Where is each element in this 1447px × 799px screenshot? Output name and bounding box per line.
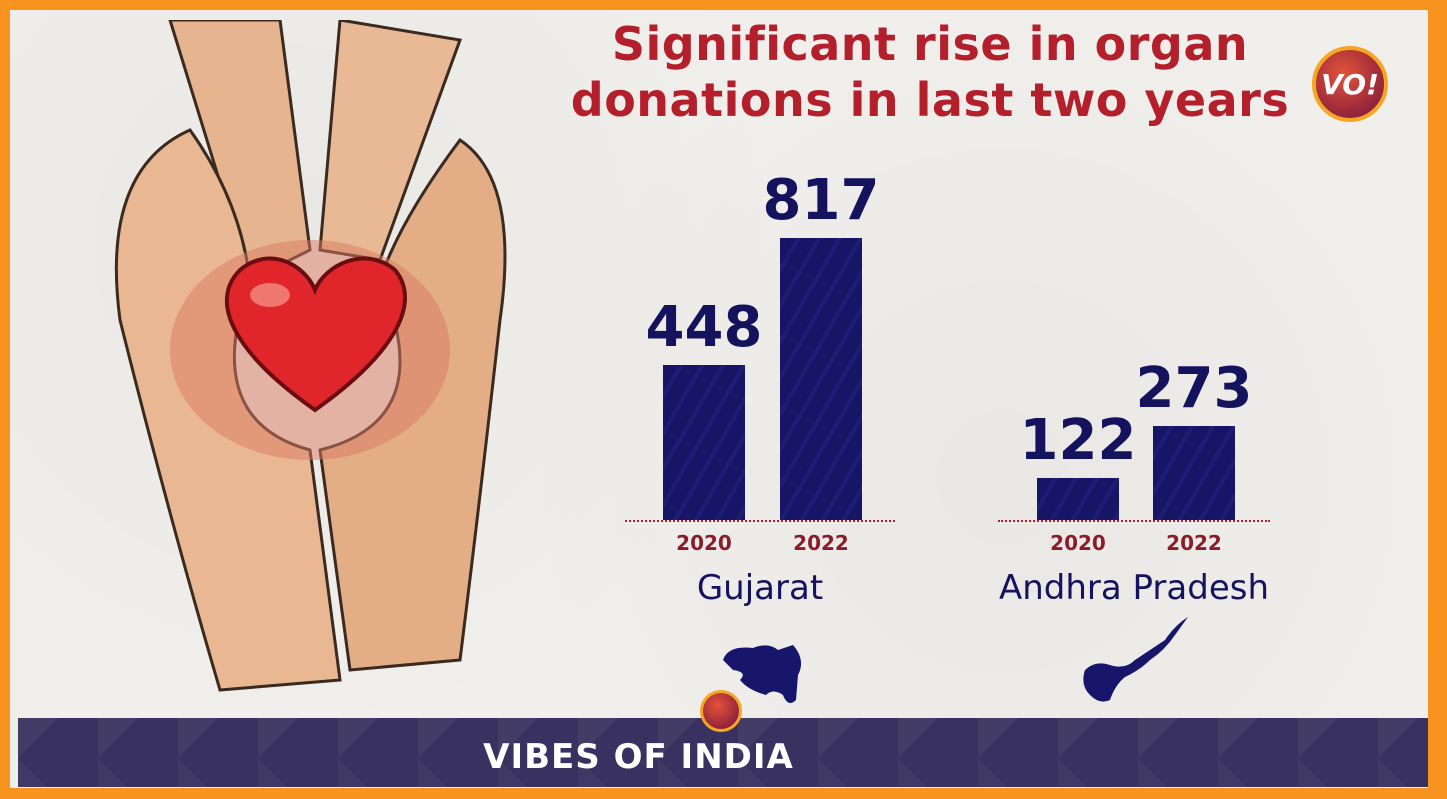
andhra-pradesh-value-label-2020: 122 xyxy=(1019,407,1137,473)
andhra-pradesh-year-label-2022: 2022 xyxy=(1166,531,1222,555)
andhra-pradesh-baseline xyxy=(998,520,1270,522)
andhra-pradesh-state-label: Andhra Pradesh xyxy=(998,568,1270,608)
andhra-pradesh-map-icon xyxy=(1083,617,1188,702)
gujarat-bar-2020 xyxy=(663,365,745,520)
gujarat-value-label-2022: 817 xyxy=(762,168,880,234)
chart-title: Significant rise in organ donations in l… xyxy=(540,16,1320,128)
andhra-pradesh-value-label-2022: 273 xyxy=(1135,355,1253,421)
vo-logo-icon: VO! xyxy=(1312,46,1388,122)
gujarat-map-icon xyxy=(723,645,802,704)
andhra-pradesh-bar-2020 xyxy=(1037,477,1119,520)
gujarat-year-label-2022: 2022 xyxy=(793,531,849,555)
title-line-1: Significant rise in organ xyxy=(611,17,1249,71)
footer-vo-logo-icon xyxy=(700,690,742,732)
gujarat-value-label-2020: 448 xyxy=(645,295,763,361)
andhra-pradesh-year-label-2020: 2020 xyxy=(1050,531,1106,555)
hands-holding-heart-illustration xyxy=(114,20,507,692)
gujarat-baseline xyxy=(625,520,895,522)
footer-brand: VIBES OF INDIA xyxy=(483,737,794,777)
title-line-2: donations in last two years xyxy=(570,73,1290,127)
andhra-pradesh-bar-2022 xyxy=(1153,425,1235,520)
gujarat-state-label: Gujarat xyxy=(696,568,824,608)
gujarat-bar-2022 xyxy=(780,238,862,520)
gujarat-year-label-2020: 2020 xyxy=(676,531,732,555)
